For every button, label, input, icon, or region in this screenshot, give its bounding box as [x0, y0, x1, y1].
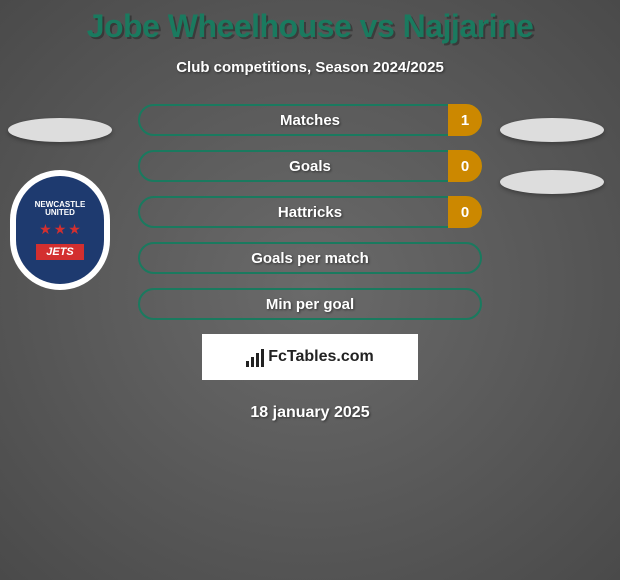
- brand-logo: FcTables.com: [202, 334, 418, 380]
- stat-value: 1: [448, 104, 482, 136]
- crest-line2: UNITED: [45, 208, 75, 217]
- stat-label: Hattricks: [278, 204, 342, 221]
- brand-text: FcTables.com: [268, 348, 374, 366]
- stat-label: Goals: [289, 158, 331, 175]
- stat-label: Matches: [280, 112, 340, 129]
- stat-row-goals: Goals 0: [138, 150, 482, 182]
- player-left-placeholder: [8, 118, 112, 142]
- subtitle: Club competitions, Season 2024/2025: [0, 59, 620, 76]
- stat-label: Goals per match: [251, 250, 369, 267]
- stats-list: Matches 1 Goals 0 Hattricks 0 Goals per …: [138, 104, 482, 320]
- crest-band: JETS: [36, 244, 84, 260]
- stat-row-goals-per-match: Goals per match: [138, 242, 482, 274]
- crest-stars-icon: ★★★: [39, 221, 81, 238]
- stat-row-matches: Matches 1: [138, 104, 482, 136]
- crest-text-top: NEWCASTLE UNITED: [35, 201, 86, 217]
- page-title: Jobe Wheelhouse vs Najjarine: [0, 0, 620, 45]
- stat-row-min-per-goal: Min per goal: [138, 288, 482, 320]
- bar-chart-icon: [246, 347, 264, 367]
- stat-label: Min per goal: [266, 296, 354, 313]
- stat-row-hattricks: Hattricks 0: [138, 196, 482, 228]
- content-area: NEWCASTLE UNITED ★★★ JETS Matches 1 Goal…: [0, 104, 620, 422]
- player-right-placeholder-2: [500, 170, 604, 194]
- player-right-placeholder-1: [500, 118, 604, 142]
- stat-value: 0: [448, 196, 482, 228]
- date-label: 18 january 2025: [0, 404, 620, 422]
- stat-value: 0: [448, 150, 482, 182]
- club-crest: NEWCASTLE UNITED ★★★ JETS: [10, 170, 110, 290]
